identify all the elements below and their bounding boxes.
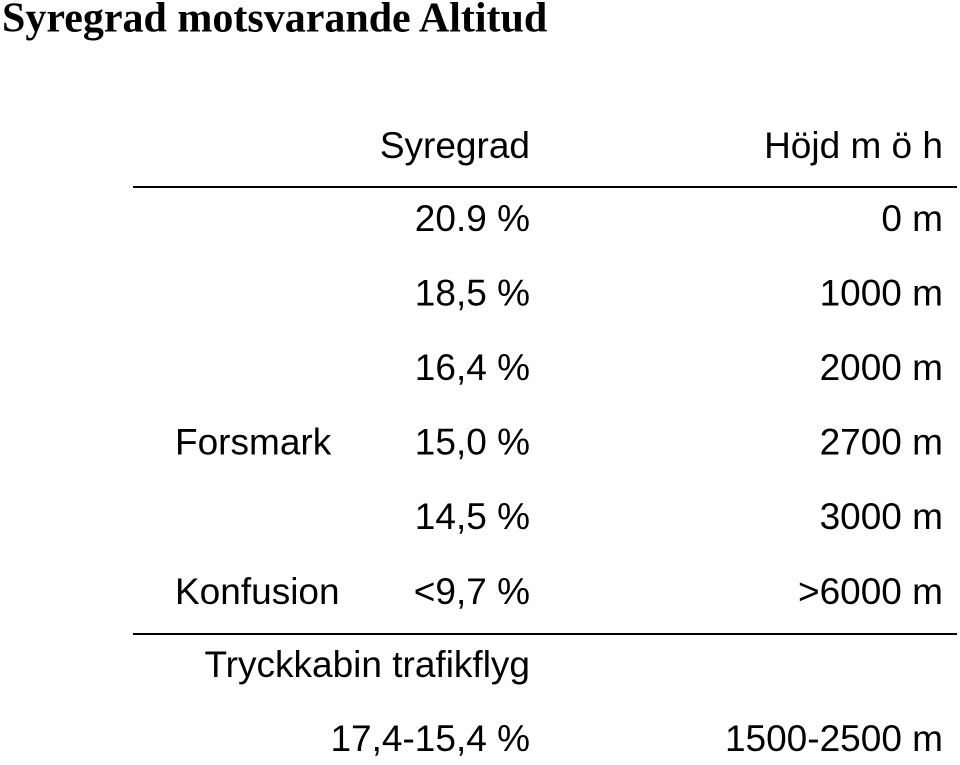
oxygen-cell: 14,5 % [415, 496, 530, 537]
altitude-cell: 3000 m [820, 496, 943, 537]
altitude-cell: 0 m [881, 198, 943, 239]
oxygen-cell: <9,7 % [414, 571, 530, 612]
altitude-cell: 1000 m [820, 272, 943, 313]
column-header: Höjd m ö h [764, 125, 943, 166]
row-label: Forsmark [175, 422, 332, 463]
column-header: Syregrad [380, 125, 530, 166]
oxygen-cell: 20.9 % [415, 198, 530, 239]
altitude-cell: 1500-2500 m [725, 718, 943, 759]
altitude-cell: 2700 m [820, 422, 943, 463]
altitude-cell: 2000 m [820, 347, 943, 388]
oxygen-cell: 17,4-15,4 % [330, 718, 530, 759]
oxygen-cell: 15,0 % [415, 422, 530, 463]
oxygen-cell: 18,5 % [415, 272, 530, 313]
row-label: Konfusion [175, 571, 340, 612]
altitude-cell: >6000 m [798, 571, 943, 612]
oxygen-cell: 16,4 % [415, 347, 530, 388]
section-title: Tryckkabin trafikflyg [204, 644, 530, 685]
title: Syregrad motsvarande Altitud [2, 0, 547, 42]
